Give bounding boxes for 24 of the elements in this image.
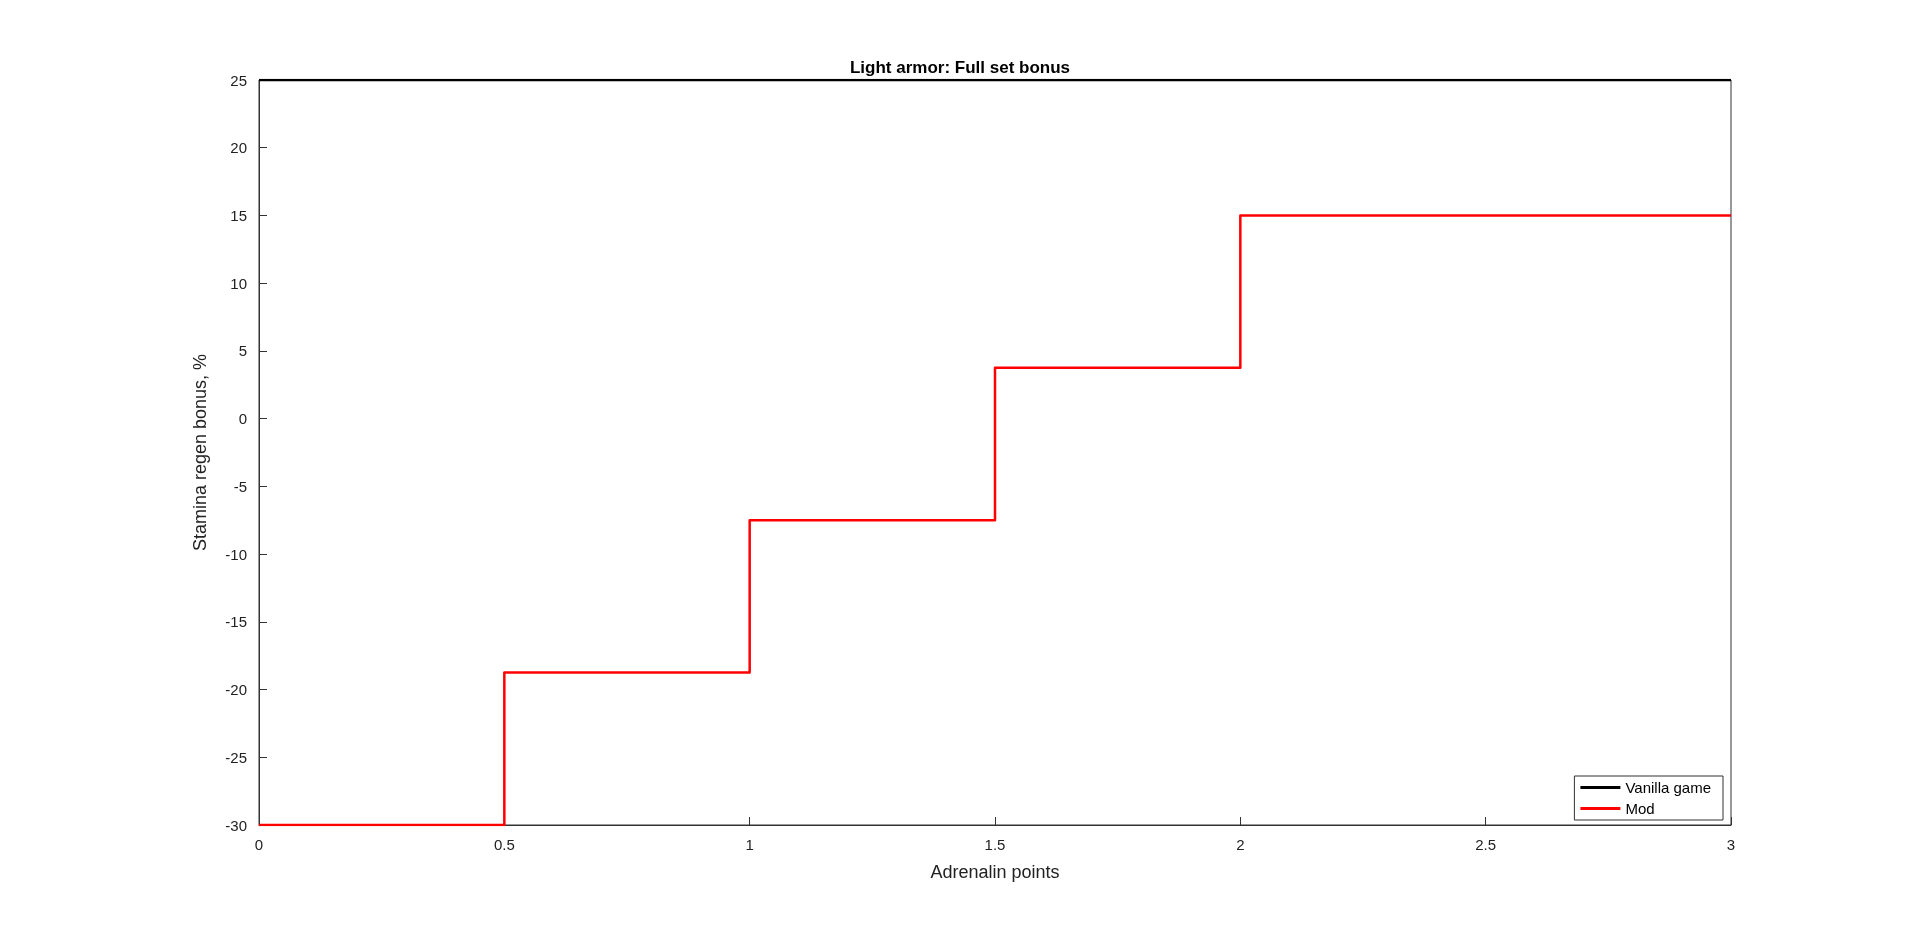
y-tick-label: 15 bbox=[230, 206, 247, 224]
legend-label: Vanilla game bbox=[1625, 779, 1711, 796]
x-tick-label: 2.5 bbox=[1475, 836, 1497, 853]
y-tick-label: 5 bbox=[238, 342, 247, 360]
x-tick-label: 2 bbox=[1236, 836, 1245, 853]
chart-title: Light armor: Full set bonus bbox=[849, 58, 1071, 77]
y-tick-label: -15 bbox=[225, 613, 247, 631]
y-tick-label: -5 bbox=[233, 477, 247, 495]
y-axis-title: Stamina regen bonus, % bbox=[190, 353, 210, 552]
y-tick-label: -30 bbox=[225, 816, 247, 834]
y-tick-label: 10 bbox=[230, 274, 247, 292]
x-tick-label: 3 bbox=[1726, 836, 1736, 853]
legend-label: Mod bbox=[1625, 800, 1655, 817]
y-tick-label: -10 bbox=[225, 545, 247, 563]
x-tick-label: 1.5 bbox=[984, 836, 1006, 853]
y-tick-label: 20 bbox=[230, 139, 247, 157]
x-axis-title: Adrenalin points bbox=[930, 862, 1060, 882]
y-tick-label: -25 bbox=[225, 748, 247, 766]
y-tick-label: -20 bbox=[225, 681, 247, 699]
x-tick-label: 0 bbox=[254, 836, 264, 853]
x-tick-label: 1 bbox=[745, 836, 754, 853]
y-tick-label: 0 bbox=[238, 410, 247, 428]
y-tick-label: 25 bbox=[230, 71, 247, 89]
x-tick-label: 0.5 bbox=[493, 836, 515, 853]
